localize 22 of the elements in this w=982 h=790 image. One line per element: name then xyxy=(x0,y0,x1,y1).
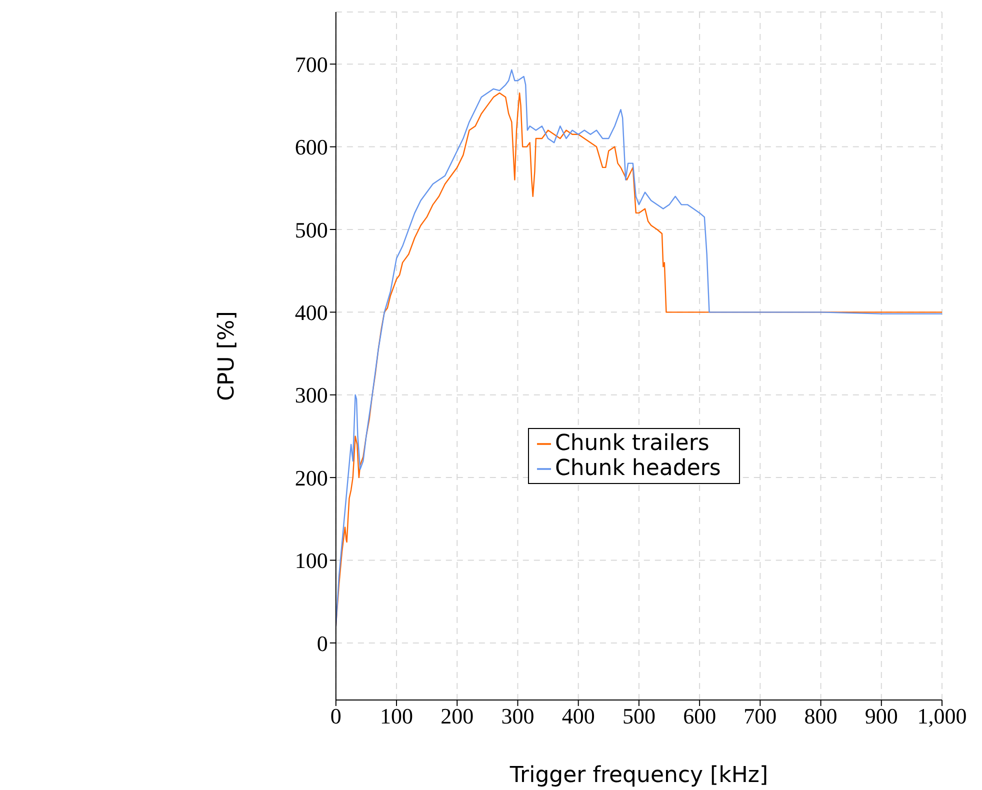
x-tick-label: 600 xyxy=(683,704,716,729)
legend-label: Chunk headers xyxy=(555,456,721,481)
x-tick-label: 700 xyxy=(744,704,777,729)
y-tick-label: 0 xyxy=(316,630,328,656)
x-tick-label: 1,000 xyxy=(917,704,967,729)
x-tick-label: 900 xyxy=(864,704,898,729)
legend-label: Chunk trailers xyxy=(555,431,710,456)
x-tick-label: 100 xyxy=(380,704,414,729)
x-axis-title: Trigger frequency [kHz] xyxy=(508,763,768,788)
x-tick-label: 500 xyxy=(622,704,656,729)
y-tick-label: 100 xyxy=(294,548,328,574)
x-tick-label: 800 xyxy=(804,704,838,729)
y-tick-label: 600 xyxy=(294,134,328,160)
x-tick-label: 400 xyxy=(562,704,595,729)
y-tick-label: 500 xyxy=(294,217,328,242)
x-tick-label: 300 xyxy=(501,704,534,729)
y-tick-label: 700 xyxy=(294,52,328,77)
y-tick-label: 200 xyxy=(294,465,328,490)
y-tick-label: 300 xyxy=(294,382,328,408)
y-tick-label: 400 xyxy=(294,300,328,325)
x-tick-label: 200 xyxy=(440,704,474,729)
y-axis-title: CPU [%] xyxy=(214,311,240,401)
